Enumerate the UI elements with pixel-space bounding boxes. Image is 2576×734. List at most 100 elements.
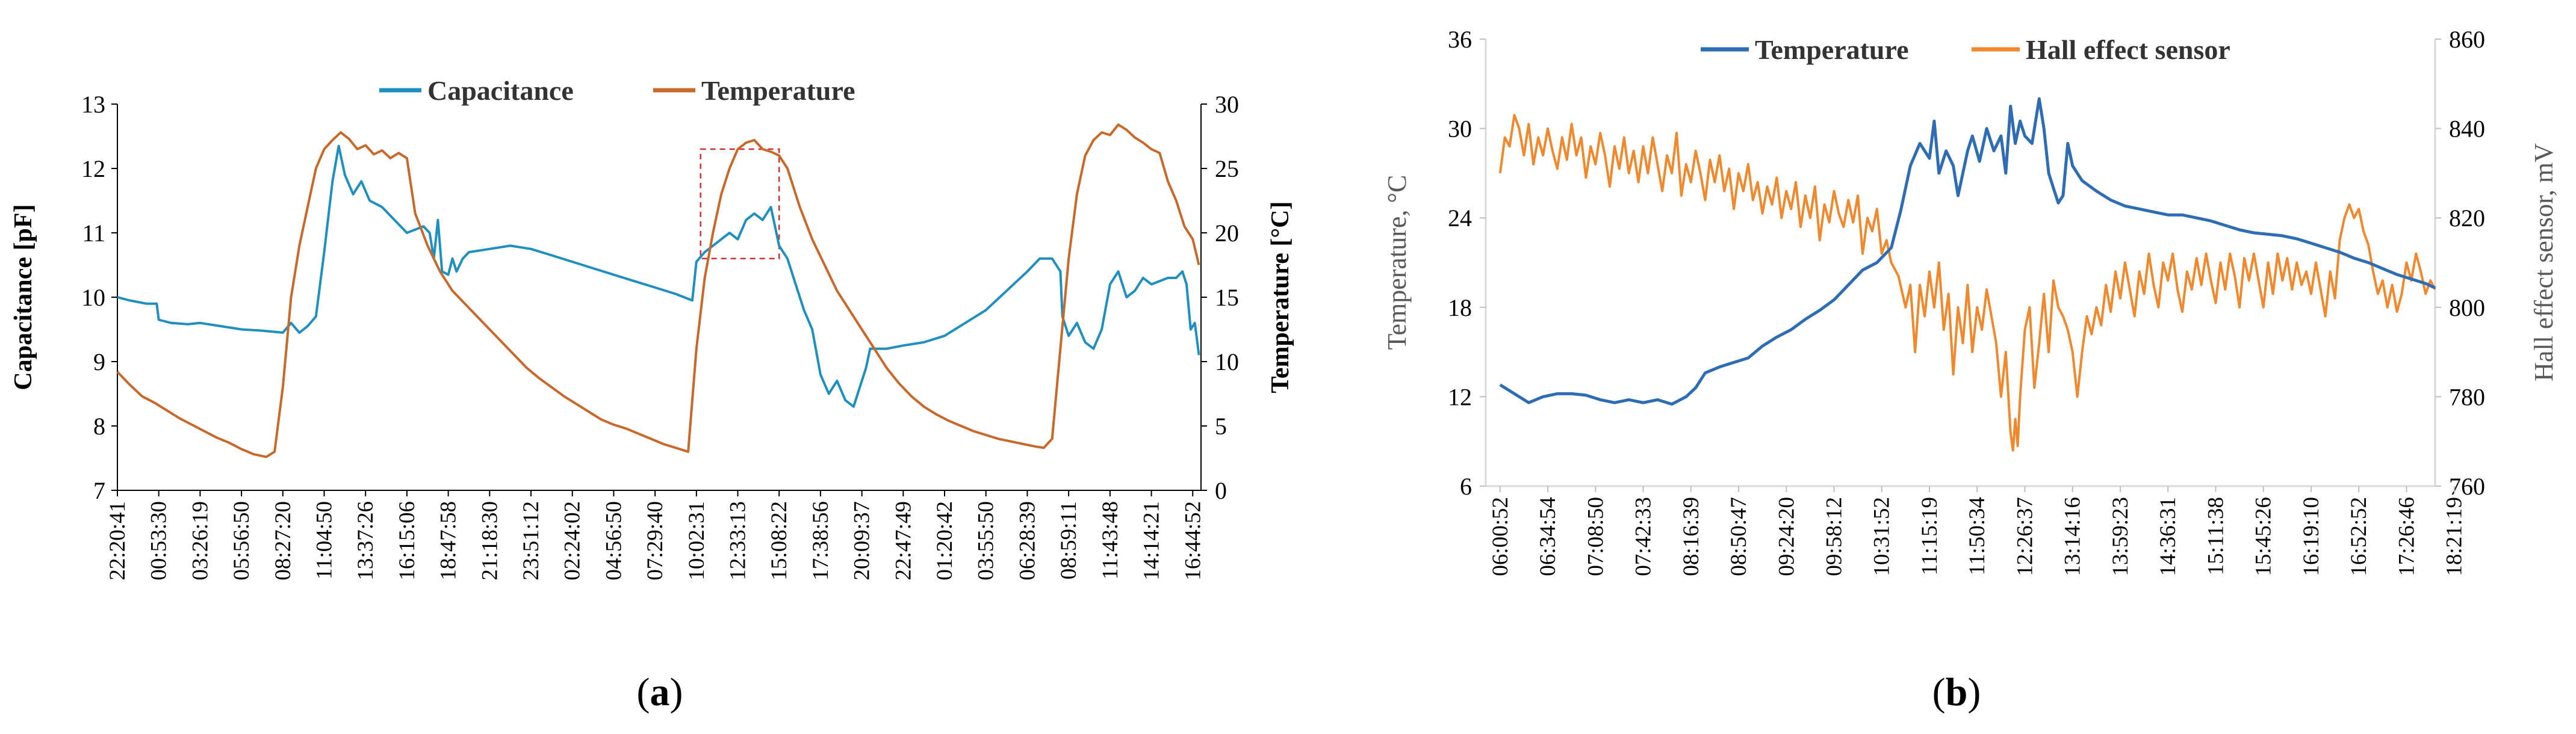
legend-label-capacitance: Capacitance [427, 75, 574, 106]
x-tick-label: 13:14:16 [2061, 497, 2085, 576]
x-tick-label: 06:00:52 [1488, 497, 1513, 576]
x-tick-label: 14:36:31 [2156, 497, 2180, 576]
x-tick-label: 16:15:06 [395, 501, 420, 581]
right-y-tick-label: 15 [1215, 284, 1239, 311]
x-tick-label: 11:43:48 [1098, 501, 1123, 579]
x-tick-label: 08:59:11 [1057, 501, 1081, 579]
x-tick-label: 18:47:58 [436, 501, 461, 581]
x-tick-label: 17:26:46 [2394, 497, 2419, 576]
panel-label-open-paren: ( [637, 670, 650, 714]
x-tick-label: 08:27:20 [271, 501, 296, 581]
left-y-tick-label: 12 [81, 155, 105, 182]
left-y-tick-label: 9 [93, 348, 105, 375]
right-y-tick-label: 780 [2449, 383, 2485, 410]
highlight-box [700, 148, 780, 260]
left-y-tick-label: 11 [82, 220, 105, 247]
right-y-ticks: 760 780 800 820 840 860 [2435, 26, 2485, 500]
left-y-tick-label: 12 [1448, 383, 1472, 410]
left-y-tick-label: 7 [93, 477, 105, 504]
legend: Temperature Hall effect sensor [1701, 34, 2230, 65]
legend-label-temperature: Temperature [1755, 34, 1909, 65]
left-y-tick-label: 36 [1448, 26, 1472, 53]
x-tick-label: 13:59:23 [2108, 497, 2133, 576]
x-tick-label: 07:08:50 [1583, 497, 1608, 576]
panel-label-open-paren: ( [1932, 670, 1946, 714]
series-line-capacitance [117, 144, 1200, 408]
left-y-tick-label: 8 [93, 413, 105, 440]
x-tick-label: 16:52:52 [2347, 497, 2371, 576]
x-tick-label: 10:31:52 [1870, 497, 1895, 576]
x-tick-label: 11:15:19 [1917, 497, 1942, 575]
x-tick-label: 10:02:31 [684, 501, 709, 581]
left-y-axis-label: Temperature, °C [1382, 175, 1412, 350]
left-y-ticks: 7 8 9 10 11 12 13 [81, 91, 117, 504]
x-tick-label: 05:56:50 [229, 501, 254, 581]
legend-label-hall-effect-sensor: Hall effect sensor [2026, 34, 2230, 65]
right-y-axis-label: Temperature [°C] [1267, 202, 1294, 393]
x-tick-label: 22:47:49 [891, 501, 916, 581]
right-y-tick-label: 800 [2449, 294, 2485, 321]
x-tick-label: 18:21:19 [2442, 497, 2467, 576]
left-y-tick-label: 10 [81, 284, 105, 311]
panel-label-letter: a [650, 670, 670, 714]
x-tick-label: 12:33:13 [726, 501, 751, 581]
series-line-temperature [116, 123, 1200, 458]
right-y-axis-label: Hall effect sensor, mV [2529, 143, 2559, 381]
series-line-temperature [1499, 97, 2436, 406]
right-y-tick-label: 30 [1215, 91, 1239, 118]
x-tick-label: 09:58:12 [1822, 497, 1846, 576]
right-y-tick-label: 860 [2449, 26, 2485, 53]
series-line-hall-effect-sensor [1498, 114, 2436, 452]
x-tick-label: 11:04:50 [312, 501, 337, 579]
x-tick-label: 01:20:42 [933, 501, 957, 581]
legend-label-temperature: Temperature [701, 75, 855, 106]
x-tick-label: 22:20:41 [105, 501, 130, 581]
x-tick-label: 23:51:12 [519, 501, 544, 581]
left-y-tick-label: 24 [1448, 205, 1472, 232]
panel-label-b: (b) [1932, 670, 1981, 714]
x-tick-label: 07:29:40 [643, 501, 668, 581]
x-tick-label: 08:50:47 [1727, 497, 1751, 576]
legend: Capacitance Temperature [379, 75, 855, 106]
right-y-tick-label: 25 [1215, 155, 1239, 182]
left-y-tick-label: 6 [1460, 473, 1472, 500]
x-tick-label: 15:08:22 [767, 501, 792, 581]
x-tick-label: 13:37:26 [353, 501, 378, 581]
x-tick-label: 14:14:21 [1140, 501, 1164, 581]
left-y-axis-label: Capacitance [pF] [10, 204, 37, 390]
right-y-tick-label: 20 [1215, 220, 1239, 247]
x-tick-label: 15:11:38 [2203, 497, 2228, 575]
x-tick-label: 17:38:56 [808, 501, 833, 581]
panel-label-a: (a) [637, 670, 683, 714]
right-y-tick-label: 820 [2449, 205, 2485, 232]
x-tick-label: 08:16:39 [1679, 497, 1704, 576]
left-y-ticks: 6 12 18 24 30 36 [1448, 26, 1486, 500]
right-y-tick-label: 10 [1215, 348, 1239, 375]
x-tick-label: 03:55:50 [974, 501, 999, 581]
x-ticks: 06:00:52 06:34:54 07:08:50 07:42:33 08:16:39… [1488, 486, 2467, 576]
left-y-tick-label: 18 [1448, 294, 1472, 321]
x-tick-label: 02:24:02 [560, 501, 585, 581]
panel-label-letter: b [1946, 670, 1968, 714]
right-y-tick-label: 0 [1215, 477, 1227, 504]
x-tick-label: 16:44:52 [1181, 501, 1205, 581]
x-tick-label: 11:50:34 [1965, 497, 1990, 575]
x-tick-label: 09:24:20 [1774, 497, 1799, 576]
x-tick-label: 16:19:10 [2299, 497, 2324, 576]
right-y-tick-label: 840 [2449, 116, 2485, 143]
x-tick-label: 06:34:54 [1536, 497, 1560, 576]
right-y-tick-label: 760 [2449, 473, 2485, 500]
x-tick-label: 03:26:19 [188, 501, 213, 581]
x-tick-label: 04:56:50 [601, 501, 626, 581]
x-tick-label: 07:42:33 [1631, 497, 1656, 576]
right-y-ticks: 0 5 10 15 20 25 30 [1201, 91, 1239, 504]
x-tick-label: 06:28:39 [1015, 501, 1040, 581]
x-tick-label: 21:18:30 [477, 501, 502, 581]
left-y-tick-label: 30 [1448, 116, 1472, 143]
left-y-tick-label: 13 [81, 91, 105, 118]
x-tick-label: 15:45:26 [2252, 497, 2276, 576]
x-tick-label: 12:26:37 [2013, 497, 2037, 576]
x-tick-label: 00:53:30 [147, 501, 172, 581]
